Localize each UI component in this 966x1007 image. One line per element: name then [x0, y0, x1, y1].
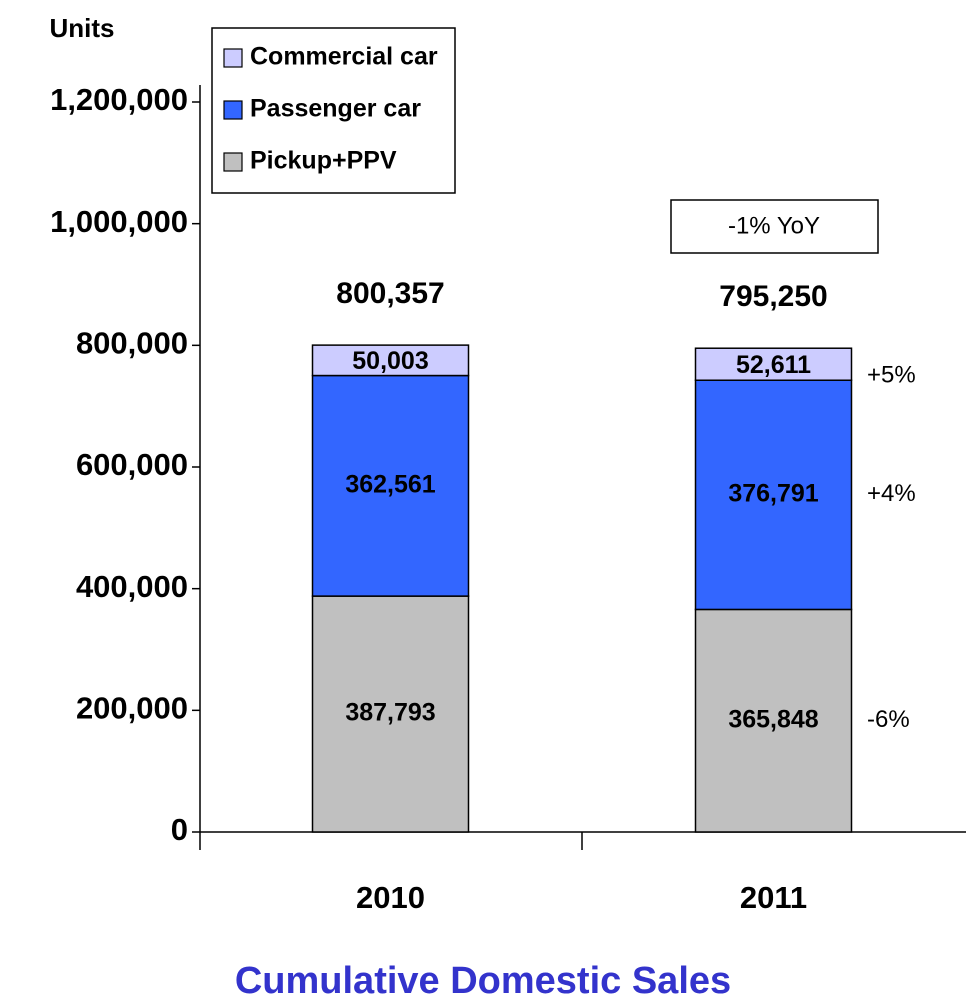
bar-segment: [694, 608, 853, 833]
y-tick-label: 0: [171, 812, 188, 847]
value-label: 50,003: [352, 347, 428, 375]
y-tick-label: 600,000: [76, 447, 188, 482]
yoy-box: [670, 199, 879, 254]
growth-label: +4%: [867, 480, 916, 507]
y-tick-label: 400,000: [76, 569, 188, 604]
x-tick-label: 2011: [740, 880, 807, 915]
y-tick-label: 200,000: [76, 691, 188, 726]
legend-swatch: [223, 100, 243, 120]
value-label: 376,791: [728, 479, 818, 507]
legend-label: Pickup+PPV: [250, 147, 397, 175]
growth-label: +5%: [867, 362, 916, 389]
x-tick-label: 2010: [356, 880, 425, 915]
y-tick-label: 800,000: [76, 326, 188, 361]
y-tick-label: 1,200,000: [50, 82, 188, 117]
value-label: 362,561: [345, 470, 435, 498]
value-label: 387,793: [345, 699, 435, 727]
bar-segment: [311, 595, 470, 833]
legend-swatch: [223, 48, 243, 68]
y-axis-label: Units: [50, 13, 115, 43]
bar-segment: [694, 347, 853, 381]
legend-label: Passenger car: [250, 95, 421, 123]
total-label: 795,250: [719, 280, 827, 313]
growth-label: -6%: [867, 706, 910, 733]
legend-swatch: [223, 152, 243, 172]
chart-title: Cumulative Domestic Sales: [235, 960, 731, 1002]
bar-segment: [311, 344, 470, 377]
bar-segment: [311, 374, 470, 597]
legend-box: [211, 27, 456, 194]
value-label: 52,611: [736, 351, 811, 379]
value-label: 365,848: [728, 705, 818, 733]
total-label: 800,357: [336, 277, 444, 310]
bar-segment: [694, 379, 853, 611]
legend-label: Commercial car: [250, 43, 438, 71]
yoy-label: -1% YoY: [728, 212, 820, 239]
y-tick-label: 1,000,000: [50, 204, 188, 239]
